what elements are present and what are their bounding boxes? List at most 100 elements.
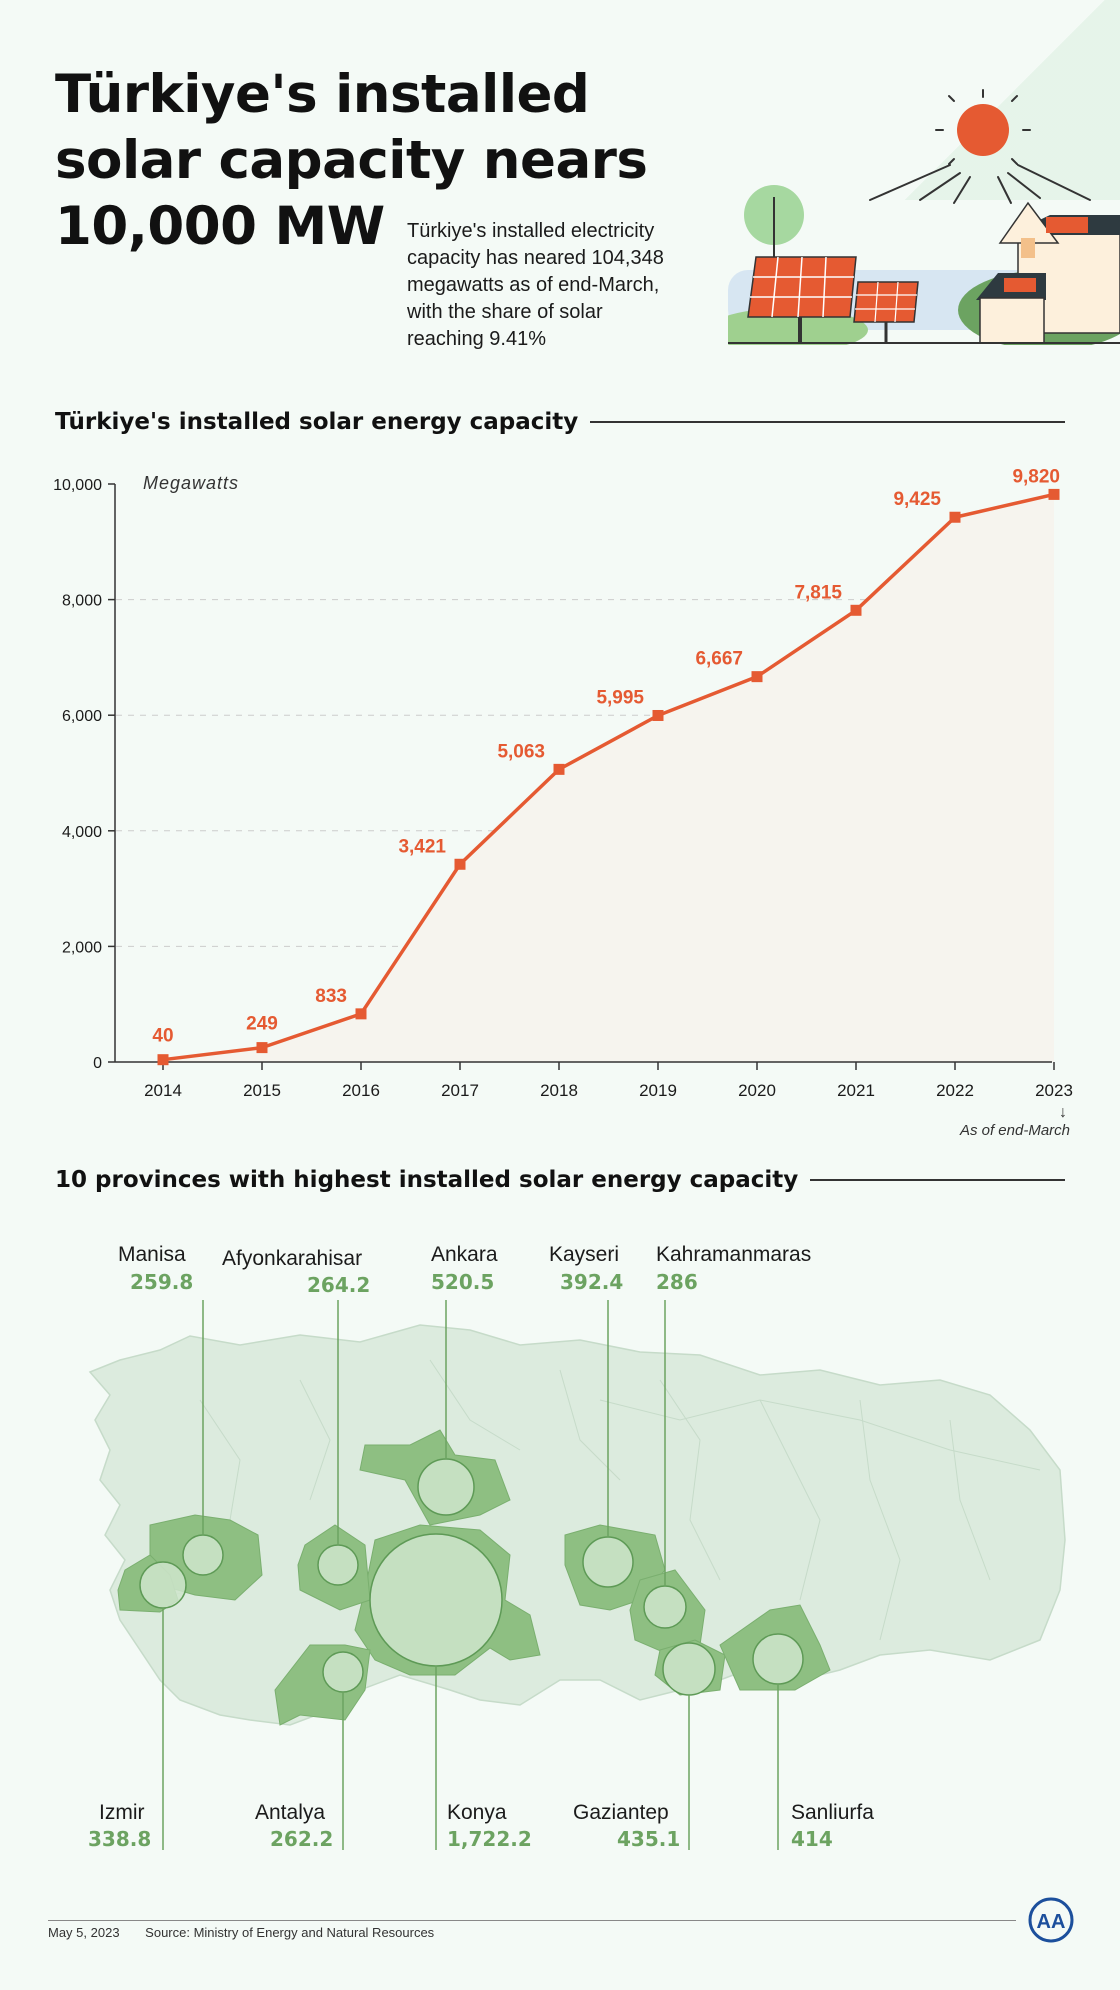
x-tick-label: 2020 bbox=[738, 1081, 776, 1100]
data-label: 3,421 bbox=[398, 836, 446, 857]
y-tick-label: 10,000 bbox=[53, 477, 102, 494]
chart-section-heading: Türkiye's installed solar energy capacit… bbox=[55, 407, 1065, 437]
data-point bbox=[949, 511, 961, 523]
chart-area-fill bbox=[163, 494, 1054, 1062]
capacity-series-line bbox=[162, 492, 1055, 1062]
bubble-kahramanmaras bbox=[643, 1585, 687, 1629]
data-point bbox=[256, 1042, 268, 1054]
intro-line: megawatts as of end-March, bbox=[407, 274, 660, 296]
bubble-manisa bbox=[182, 1534, 224, 1576]
intro-text: Türkiye's installed electricity capacity… bbox=[407, 218, 717, 353]
data-point bbox=[355, 1008, 367, 1020]
turkey-map bbox=[88, 1300, 1066, 1850]
x-tick-label: 2016 bbox=[342, 1081, 380, 1100]
province-label-sanliurfa: Sanliurfa bbox=[791, 1801, 874, 1824]
x-tick-label: 2019 bbox=[639, 1081, 677, 1100]
y-tick-label: 2,000 bbox=[62, 939, 102, 956]
y-ticks: 0 2,000 4,000 6,000 8,000 10,000 bbox=[53, 477, 115, 1072]
province-label-izmir: Izmir bbox=[99, 1801, 145, 1824]
data-label: 40 bbox=[152, 1026, 173, 1047]
data-point bbox=[553, 763, 565, 775]
data-point bbox=[751, 671, 763, 683]
chart-note: As of end-March bbox=[959, 1122, 1070, 1139]
house-icon bbox=[976, 201, 1120, 344]
intro-line: Türkiye's installed electricity bbox=[407, 220, 655, 242]
province-label-kahramanmaras: Kahramanmaras bbox=[656, 1243, 812, 1266]
heading-rule bbox=[590, 421, 1065, 423]
intro-line: with the share of solar bbox=[407, 301, 603, 323]
page-title: Türkiye's installed solar capacity nears… bbox=[55, 62, 675, 260]
bubble-kayseri bbox=[582, 1536, 634, 1588]
province-label-kayseri: Kayseri bbox=[549, 1243, 620, 1266]
y-tick-label: 4,000 bbox=[62, 824, 102, 841]
province-label-manisa: Manisa bbox=[118, 1243, 186, 1266]
sun-icon bbox=[869, 89, 1091, 204]
aa-logo-icon: AA bbox=[1028, 1897, 1074, 1943]
x-tick-label: 2014 bbox=[144, 1081, 182, 1100]
data-label: 9,820 bbox=[1012, 466, 1060, 487]
title-line: solar capacity nears bbox=[55, 130, 648, 191]
data-point bbox=[1048, 488, 1060, 500]
province-value-gaziantep: 435.1 bbox=[617, 1827, 681, 1851]
footer-source: Source: Ministry of Energy and Natural R… bbox=[145, 1925, 435, 1940]
x-ticks: 2014 2015 2016 2017 2018 2019 2020 2021 2022 2023 bbox=[144, 1062, 1073, 1100]
province-value-antalya: 262.2 bbox=[270, 1827, 334, 1851]
province-value-izmir: 338.8 bbox=[88, 1827, 152, 1851]
bubble-gaziantep bbox=[662, 1642, 716, 1696]
data-label: 6,667 bbox=[695, 649, 743, 670]
data-labels: 40 249 833 3,421 5,063 5,995 6,667 7,815 9,425 9,… bbox=[152, 466, 1060, 1046]
data-label: 833 bbox=[315, 986, 347, 1007]
province-value-kayseri: 392.4 bbox=[560, 1270, 624, 1294]
aa-logo-text: AA bbox=[1037, 1911, 1066, 1933]
province-borders bbox=[139, 1359, 1041, 1641]
bubble-antalya bbox=[322, 1651, 364, 1693]
provinces-section-heading: 10 provinces with highest installed sola… bbox=[55, 1165, 1065, 1195]
corner-decoration bbox=[890, 0, 1120, 200]
data-label: 9,425 bbox=[893, 489, 941, 510]
province-label-antalya: Antalya bbox=[255, 1801, 326, 1824]
data-point bbox=[454, 858, 466, 870]
solar-panel-icon bbox=[853, 281, 919, 343]
bubble-izmir bbox=[139, 1561, 187, 1609]
province-value-sanliurfa: 414 bbox=[791, 1827, 833, 1851]
solar-illustration bbox=[728, 89, 1120, 345]
province-value-afyonkarahisar: 264.2 bbox=[307, 1273, 371, 1297]
data-points bbox=[157, 488, 1060, 1066]
x-tick-label: 2022 bbox=[936, 1081, 974, 1100]
data-point bbox=[652, 709, 664, 721]
intro-line: reaching 9.41% bbox=[407, 328, 546, 350]
province-value-konya: 1,722.2 bbox=[447, 1827, 532, 1851]
provinces-heading-text: 10 provinces with highest installed sola… bbox=[55, 1167, 799, 1193]
province-label-gaziantep: Gaziantep bbox=[573, 1801, 669, 1824]
province-label-ankara: Ankara bbox=[431, 1243, 498, 1266]
title-line: 10,000 MW bbox=[55, 196, 385, 257]
bubble-sanliurfa bbox=[752, 1633, 804, 1685]
bubble-konya bbox=[369, 1533, 503, 1667]
data-label: 7,815 bbox=[794, 582, 842, 603]
bubble-afyonkarahisar bbox=[317, 1544, 359, 1586]
data-label: 249 bbox=[246, 1014, 278, 1035]
title-line: Türkiye's installed bbox=[55, 64, 590, 125]
note-arrow: ↓ bbox=[1059, 1104, 1067, 1121]
x-tick-label: 2018 bbox=[540, 1081, 578, 1100]
leader-lines bbox=[162, 1300, 779, 1850]
data-point bbox=[850, 604, 862, 616]
heading-rule bbox=[810, 1179, 1065, 1181]
province-value-manisa: 259.8 bbox=[130, 1270, 194, 1294]
x-tick-label: 2017 bbox=[441, 1081, 479, 1100]
data-label: 5,995 bbox=[596, 687, 644, 708]
y-tick-label: 8,000 bbox=[62, 593, 102, 610]
x-tick-label: 2015 bbox=[243, 1081, 281, 1100]
y-axis-label: Megawatts bbox=[143, 473, 239, 493]
bubble-ankara bbox=[417, 1458, 475, 1516]
footer: May 5, 2023 Source: Ministry of Energy a… bbox=[48, 1925, 456, 1940]
x-tick-label: 2023 bbox=[1035, 1081, 1073, 1100]
province-value-kahramanmaras: 286 bbox=[656, 1270, 698, 1294]
chart-heading-text: Türkiye's installed solar energy capacit… bbox=[55, 409, 579, 435]
province-value-ankara: 520.5 bbox=[431, 1270, 495, 1294]
footer-date: May 5, 2023 bbox=[48, 1925, 120, 1940]
y-tick-label: 6,000 bbox=[62, 708, 102, 725]
province-label-konya: Konya bbox=[447, 1801, 507, 1824]
data-point bbox=[157, 1054, 169, 1066]
y-tick-label: 0 bbox=[93, 1055, 102, 1072]
